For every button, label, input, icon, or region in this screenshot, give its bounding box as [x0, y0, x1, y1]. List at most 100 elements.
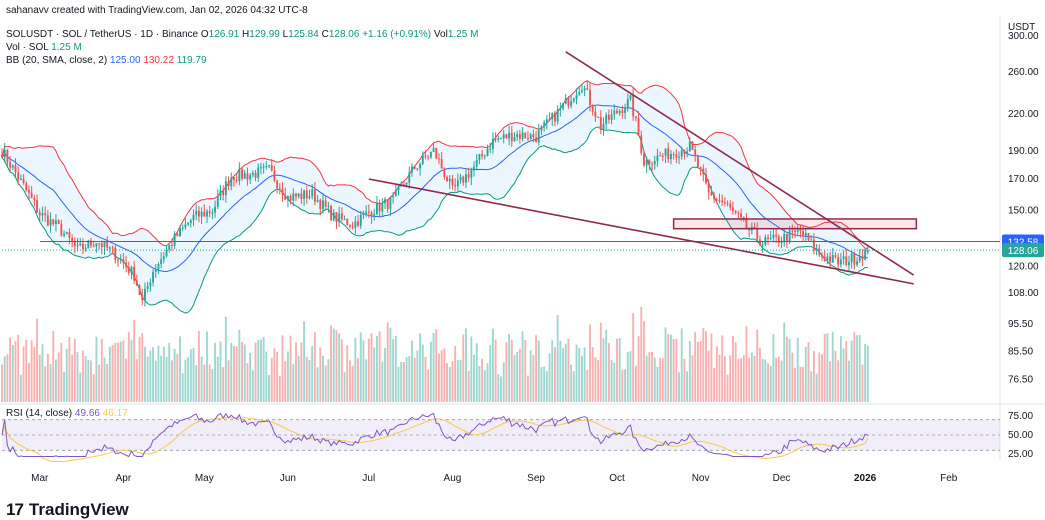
volume-bar — [313, 332, 316, 402]
candle-body — [861, 256, 864, 260]
volume-bar — [187, 357, 190, 402]
volume-bar — [435, 329, 438, 402]
candle-body — [419, 163, 422, 169]
candle-body — [554, 112, 556, 122]
volume-bar — [502, 362, 505, 402]
volume-bar — [203, 364, 206, 402]
candle-body — [30, 192, 33, 198]
volume-bar — [785, 336, 788, 402]
volume-bar — [462, 334, 465, 402]
volume-bar — [481, 358, 484, 402]
candle-body — [583, 88, 586, 91]
bollinger-basis-line — [1, 104, 868, 273]
volume-bar — [1, 364, 3, 402]
volume-bar — [661, 358, 664, 402]
candle-body — [834, 255, 837, 258]
volume-bar — [578, 347, 581, 402]
last-price-label-bg — [1002, 243, 1044, 258]
volume-value: 1.25 M — [447, 29, 479, 40]
volume-bar — [192, 347, 195, 402]
candle-body — [227, 181, 230, 187]
candle-body — [157, 264, 160, 270]
candle-body — [599, 117, 602, 130]
candle-body — [197, 210, 200, 217]
candle-body — [532, 134, 535, 138]
candle-body — [130, 266, 133, 273]
volume-bar — [713, 367, 716, 402]
candle-body — [343, 218, 346, 220]
candle-body — [22, 178, 25, 184]
candle-body — [543, 122, 546, 127]
rsi-ma-value: 46.17 — [102, 408, 128, 419]
volume-bar — [179, 336, 181, 402]
candle-body — [486, 148, 489, 156]
candle-body — [278, 187, 281, 189]
candle-body — [365, 211, 368, 214]
candle-body — [551, 112, 554, 120]
volume-bar — [405, 357, 408, 402]
time-tick-label: Nov — [692, 473, 710, 484]
volume-bar — [543, 366, 546, 402]
volume-bar — [775, 358, 778, 402]
candle-body — [661, 155, 664, 157]
candle-body — [421, 155, 424, 164]
candle-body — [729, 203, 732, 208]
volume-bar — [678, 372, 680, 402]
volume-bar — [516, 351, 519, 402]
bollinger-upper-line — [1, 80, 868, 249]
volume-bar — [408, 356, 411, 402]
candle-body — [527, 138, 529, 140]
bollinger-band-fill — [2, 80, 868, 314]
volume-bar — [49, 363, 52, 402]
bb-basis-value: 125.00 — [109, 55, 141, 66]
candle-body — [162, 256, 165, 260]
volume-bar — [95, 336, 98, 402]
volume-bar — [87, 359, 90, 402]
candle-body — [276, 180, 279, 188]
candle-body — [216, 196, 219, 207]
candle-body — [842, 256, 845, 260]
volume-bar — [729, 355, 732, 402]
volume-bar — [443, 348, 446, 402]
volume-bar — [440, 350, 443, 402]
volume-bar — [518, 348, 521, 402]
candle-body — [767, 237, 769, 239]
candle-body — [354, 221, 357, 228]
candle-body — [303, 190, 306, 199]
volume-bar — [772, 334, 775, 402]
volume-bar — [392, 339, 395, 402]
volume-bar — [90, 360, 92, 402]
candle-body — [25, 183, 28, 191]
volume-bar — [9, 337, 12, 402]
volume-bar — [748, 358, 751, 402]
symbol-name[interactable]: SOLUSDT · SOL / TetherUS · 1D · Binance — [6, 29, 199, 40]
volume-bar — [378, 331, 381, 402]
time-tick-label: Aug — [444, 473, 462, 484]
candle-body — [456, 180, 459, 187]
candle-body — [478, 153, 481, 161]
volume-bar — [780, 360, 783, 402]
volume-bar — [195, 365, 198, 402]
volume-bar — [572, 371, 575, 402]
tradingview-logo[interactable]: 17 TradingView — [6, 500, 129, 520]
candle-body — [764, 237, 767, 245]
volume-bar — [170, 360, 173, 402]
volume-bar — [605, 329, 608, 402]
rsi-legend[interactable]: RSI (14, close) 49.66 46.17 — [6, 408, 128, 419]
candle-body — [90, 240, 92, 246]
volume-legend[interactable]: Vol · SOL 1.25 M — [6, 42, 82, 53]
bollinger-legend[interactable]: BB (20, SMA, close, 2) 125.00 130.22 119… — [6, 55, 207, 66]
volume-bar — [745, 326, 748, 402]
candle-body — [405, 182, 408, 185]
volume-bar — [637, 336, 640, 402]
candle-body — [837, 257, 840, 265]
candle-body — [335, 212, 338, 223]
candle-body — [758, 239, 761, 246]
candle-body — [513, 136, 516, 142]
volume-bar — [130, 339, 133, 402]
volume-bar — [270, 357, 273, 402]
candle-body — [818, 248, 821, 256]
volume-bar — [106, 363, 109, 402]
candle-body — [473, 166, 475, 171]
